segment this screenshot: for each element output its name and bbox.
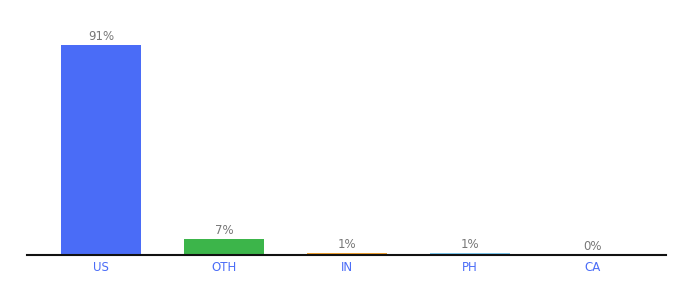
Text: 0%: 0% <box>583 240 602 253</box>
Text: 7%: 7% <box>215 224 233 237</box>
Text: 1%: 1% <box>460 238 479 251</box>
Bar <box>307 253 387 255</box>
Bar <box>430 253 510 255</box>
Bar <box>61 45 141 255</box>
Text: 91%: 91% <box>88 30 114 43</box>
Bar <box>184 239 264 255</box>
Text: 1%: 1% <box>337 238 356 251</box>
